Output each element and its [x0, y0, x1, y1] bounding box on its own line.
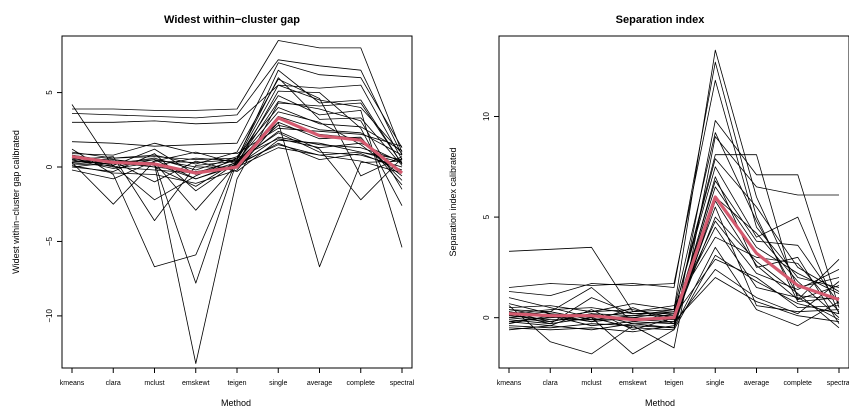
series-line-17 [508, 158, 840, 315]
series-line-mean [71, 116, 403, 175]
series-line-20 [508, 180, 840, 323]
series-line-mean [508, 195, 840, 322]
x-tick-label-teigen: teigen [227, 380, 246, 387]
y-tick-label: 5 [482, 214, 491, 219]
series-line-17 [71, 78, 403, 177]
series-line-6 [508, 166, 840, 325]
x-tick-label-mclust: mclust [581, 380, 601, 387]
series-line-19 [508, 220, 840, 323]
x-tick-label-teigen: teigen [664, 380, 683, 387]
x-tick-label-single: single [269, 380, 287, 387]
x-tick-label-average: average [744, 380, 769, 387]
x-tick-label-clara: clara [543, 380, 558, 387]
y-axis-label-separation: Separation index calibrated [448, 147, 458, 256]
x-tick-label-average: average [307, 380, 332, 387]
series-line-16 [508, 196, 840, 333]
plot-frame [61, 35, 413, 369]
series-line-3 [72, 84, 403, 160]
series-line-24 [71, 69, 403, 174]
chart-panel-gap: Widest within−cluster gap Method Widest … [11, 14, 415, 408]
chart-title-separation: Separation index [616, 14, 706, 26]
series-line-18 [508, 254, 840, 331]
series-line-1 [72, 40, 403, 153]
series-line-4 [508, 136, 839, 355]
series-line-0 [508, 49, 840, 313]
series-line-22 [508, 200, 840, 331]
x-axis-label-separation: Method [645, 398, 675, 408]
series-line-9 [508, 206, 840, 321]
series-line-2 [71, 59, 403, 156]
x-tick-label-spectral: spectral [390, 380, 415, 387]
x-tick-label-mclust: mclust [144, 380, 164, 387]
x-tick-label-emskewt: emskewt [182, 380, 210, 387]
y-tick-label: 0 [482, 315, 491, 320]
series-line-22 [71, 116, 403, 211]
series-line-10 [71, 127, 403, 156]
x-tick-label-emskewt: emskewt [619, 380, 647, 387]
series-line-25 [71, 138, 403, 163]
x-tick-label-kmeans: kmeans [60, 380, 85, 387]
series-line-2 [508, 79, 840, 297]
x-tick-label-clara: clara [106, 380, 121, 387]
x-axis-label-gap: Method [221, 398, 251, 408]
chart-title-gap: Widest within−cluster gap [164, 14, 300, 26]
y-tick-label: 10 [482, 111, 491, 120]
y-tick-label: 0 [45, 164, 54, 169]
x-tick-label-complete: complete [784, 380, 813, 387]
plot-area-separation: 0 5 10 kmeans clara mclust emskewt teigen single… [482, 35, 849, 387]
plot-area-gap: −10 −5 0 5 kmeans clara mclust emskewt teigen sin… [45, 35, 415, 387]
y-tick-label: 5 [45, 90, 54, 95]
x-tick-label-single: single [706, 380, 724, 387]
y-axis-label-gap: Widest within−cluster gap calibrated [11, 130, 21, 274]
series-line-1 [508, 61, 840, 303]
x-tick-label-kmeans: kmeans [497, 380, 522, 387]
y-tick-label: −5 [45, 236, 54, 246]
series-line-5 [508, 154, 840, 323]
series-line-5 [71, 84, 403, 268]
series-line-6 [71, 102, 403, 364]
series-line-7 [71, 121, 403, 284]
y-tick-label: −10 [45, 309, 54, 323]
x-tick-label-complete: complete [347, 380, 376, 387]
series-line-23 [508, 132, 840, 323]
series-line-20 [71, 101, 403, 190]
series-line-26 [71, 124, 403, 187]
x-tick-label-spectral: spectral [827, 380, 849, 387]
series-line-4 [71, 62, 403, 148]
chart-panel-separation: Separation index Method Separation index… [448, 14, 849, 408]
